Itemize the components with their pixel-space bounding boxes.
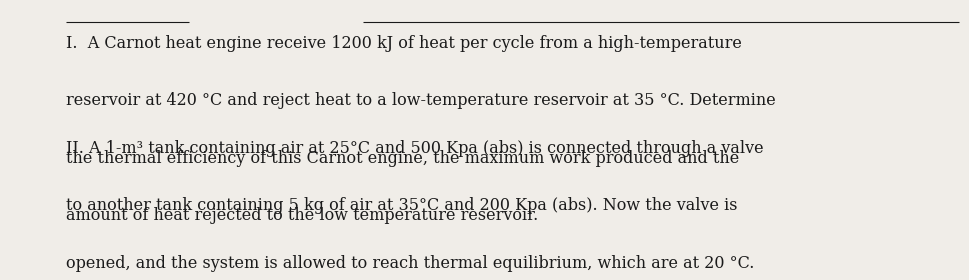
Text: amount of heat rejected to the low temperature reservoir.: amount of heat rejected to the low tempe… (66, 207, 538, 224)
Text: to another tank containing 5 kg of air at 35°C and 200 Kpa (abs). Now the valve : to another tank containing 5 kg of air a… (66, 197, 737, 214)
Text: II. A 1-m³ tank containing air at 25°C and 500 Kpa (abs) is connected through a : II. A 1-m³ tank containing air at 25°C a… (66, 140, 764, 157)
Text: I.  A Carnot heat engine receive 1200 kJ of heat per cycle from a high-temperatu: I. A Carnot heat engine receive 1200 kJ … (66, 35, 741, 52)
Text: the thermal efficiency of this Carnot engine, the maximum work produced and the: the thermal efficiency of this Carnot en… (66, 150, 739, 167)
Text: reservoir at 420 °C and reject heat to a low-temperature reservoir at 35 °C. Det: reservoir at 420 °C and reject heat to a… (66, 92, 775, 109)
Text: opened, and the system is allowed to reach thermal equilibrium, which are at 20 : opened, and the system is allowed to rea… (66, 255, 754, 272)
